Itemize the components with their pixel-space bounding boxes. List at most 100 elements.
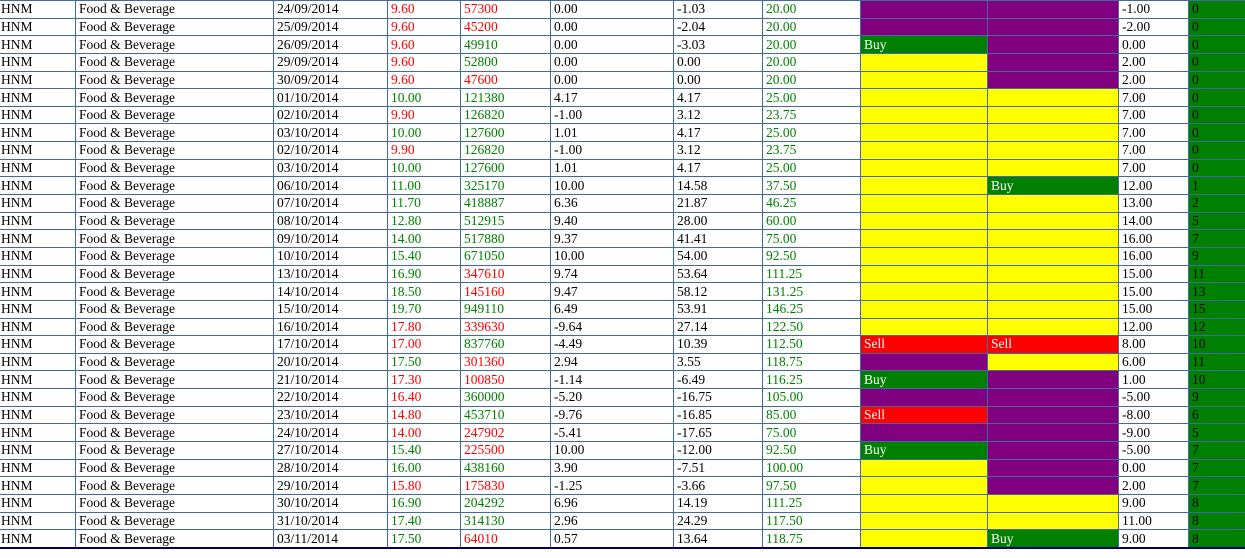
percent-cell[interactable]: 117.50: [762, 511, 861, 531]
daily-change-cell[interactable]: 2.94: [550, 352, 674, 372]
percent-cell[interactable]: 37.50: [762, 176, 861, 196]
percent-cell[interactable]: 25.00: [762, 158, 861, 178]
daily-change-cell[interactable]: 2.96: [550, 511, 674, 531]
price-cell[interactable]: 11.70: [387, 194, 461, 213]
date-cell[interactable]: 13/10/2014: [273, 264, 388, 284]
count-cell[interactable]: 7: [1188, 476, 1245, 495]
signal2-cell[interactable]: [987, 88, 1119, 107]
percent-cell[interactable]: 20.00: [762, 17, 861, 37]
price-cell[interactable]: 18.50: [387, 282, 461, 301]
score-cell[interactable]: 16.00: [1118, 246, 1189, 266]
date-cell[interactable]: 30/09/2014: [273, 70, 388, 90]
sector-cell[interactable]: Food & Beverage: [75, 317, 274, 337]
signal1-cell[interactable]: [860, 211, 988, 231]
score-cell[interactable]: -9.00: [1118, 423, 1189, 443]
signal2-cell[interactable]: Buy: [987, 529, 1119, 549]
score-cell[interactable]: 7.00: [1118, 141, 1189, 160]
volume-cell[interactable]: 204292: [460, 493, 551, 513]
daily-change-cell[interactable]: 9.47: [550, 282, 674, 301]
sector-cell[interactable]: Food & Beverage: [75, 246, 274, 266]
date-cell[interactable]: 29/09/2014: [273, 52, 388, 72]
percent-cell[interactable]: 111.25: [762, 493, 861, 513]
date-cell[interactable]: 28/10/2014: [273, 458, 388, 478]
volume-cell[interactable]: 347610: [460, 264, 551, 284]
sector-cell[interactable]: Food & Beverage: [75, 388, 274, 407]
count-cell[interactable]: 0: [1188, 158, 1245, 178]
price-cell[interactable]: 16.90: [387, 264, 461, 284]
count-cell[interactable]: 8: [1188, 511, 1245, 531]
percent-cell[interactable]: 92.50: [762, 246, 861, 266]
percent-cell[interactable]: 60.00: [762, 211, 861, 231]
ticker-cell[interactable]: HNM: [0, 405, 76, 425]
count-cell[interactable]: 0: [1188, 0, 1245, 19]
date-cell[interactable]: 29/10/2014: [273, 476, 388, 495]
cumulative-change-cell[interactable]: -2.04: [673, 17, 763, 37]
sector-cell[interactable]: Food & Beverage: [75, 405, 274, 425]
signal1-cell[interactable]: [860, 246, 988, 266]
score-cell[interactable]: -2.00: [1118, 17, 1189, 37]
count-cell[interactable]: 0: [1188, 17, 1245, 37]
percent-cell[interactable]: 100.00: [762, 458, 861, 478]
ticker-cell[interactable]: HNM: [0, 370, 76, 390]
signal2-cell[interactable]: [987, 246, 1119, 266]
volume-cell[interactable]: 45200: [460, 17, 551, 37]
signal1-cell[interactable]: [860, 388, 988, 407]
date-cell[interactable]: 03/10/2014: [273, 158, 388, 178]
score-cell[interactable]: -5.00: [1118, 388, 1189, 407]
sector-cell[interactable]: Food & Beverage: [75, 52, 274, 72]
signal2-cell[interactable]: [987, 158, 1119, 178]
date-cell[interactable]: 06/10/2014: [273, 176, 388, 196]
signal2-cell[interactable]: [987, 194, 1119, 213]
percent-cell[interactable]: 75.00: [762, 423, 861, 443]
percent-cell[interactable]: 116.25: [762, 370, 861, 390]
signal2-cell[interactable]: [987, 229, 1119, 248]
sector-cell[interactable]: Food & Beverage: [75, 352, 274, 372]
price-cell[interactable]: 16.90: [387, 493, 461, 513]
cumulative-change-cell[interactable]: 4.17: [673, 123, 763, 143]
ticker-cell[interactable]: HNM: [0, 317, 76, 337]
score-cell[interactable]: 15.00: [1118, 264, 1189, 284]
sector-cell[interactable]: Food & Beverage: [75, 0, 274, 19]
ticker-cell[interactable]: HNM: [0, 194, 76, 213]
volume-cell[interactable]: 247902: [460, 423, 551, 443]
daily-change-cell[interactable]: 9.74: [550, 264, 674, 284]
date-cell[interactable]: 01/10/2014: [273, 88, 388, 107]
sector-cell[interactable]: Food & Beverage: [75, 141, 274, 160]
volume-cell[interactable]: 175830: [460, 476, 551, 495]
sector-cell[interactable]: Food & Beverage: [75, 123, 274, 143]
signal2-cell[interactable]: Sell: [987, 335, 1119, 354]
daily-change-cell[interactable]: 1.01: [550, 158, 674, 178]
volume-cell[interactable]: 360000: [460, 388, 551, 407]
daily-change-cell[interactable]: 3.90: [550, 458, 674, 478]
signal1-cell[interactable]: [860, 264, 988, 284]
signal1-cell[interactable]: [860, 88, 988, 107]
cumulative-change-cell[interactable]: 0.00: [673, 70, 763, 90]
count-cell[interactable]: 9: [1188, 246, 1245, 266]
ticker-cell[interactable]: HNM: [0, 476, 76, 495]
signal1-cell[interactable]: [860, 52, 988, 72]
signal1-cell[interactable]: [860, 458, 988, 478]
cumulative-change-cell[interactable]: -16.75: [673, 388, 763, 407]
cumulative-change-cell[interactable]: 0.00: [673, 52, 763, 72]
signal1-cell[interactable]: [860, 529, 988, 549]
signal1-cell[interactable]: [860, 176, 988, 196]
volume-cell[interactable]: 671050: [460, 246, 551, 266]
signal1-cell[interactable]: [860, 141, 988, 160]
count-cell[interactable]: 0: [1188, 141, 1245, 160]
score-cell[interactable]: 16.00: [1118, 229, 1189, 248]
sector-cell[interactable]: Food & Beverage: [75, 70, 274, 90]
sector-cell[interactable]: Food & Beverage: [75, 370, 274, 390]
percent-cell[interactable]: 118.75: [762, 529, 861, 549]
volume-cell[interactable]: 52800: [460, 52, 551, 72]
signal2-cell[interactable]: [987, 370, 1119, 390]
cumulative-change-cell[interactable]: 21.87: [673, 194, 763, 213]
price-cell[interactable]: 14.00: [387, 423, 461, 443]
count-cell[interactable]: 2: [1188, 194, 1245, 213]
signal2-cell[interactable]: [987, 264, 1119, 284]
ticker-cell[interactable]: HNM: [0, 35, 76, 54]
cumulative-change-cell[interactable]: 3.55: [673, 352, 763, 372]
percent-cell[interactable]: 105.00: [762, 388, 861, 407]
signal2-cell[interactable]: [987, 511, 1119, 531]
price-cell[interactable]: 17.50: [387, 352, 461, 372]
signal2-cell[interactable]: [987, 211, 1119, 231]
